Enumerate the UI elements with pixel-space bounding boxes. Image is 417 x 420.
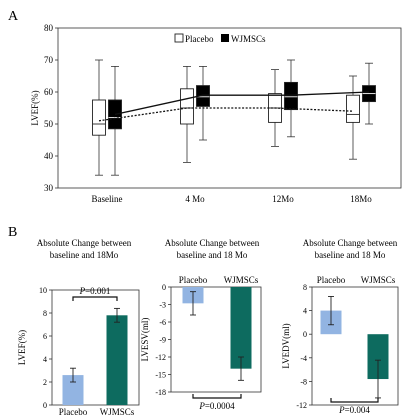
box-wjmscs-3 [362,62,376,125]
significance-bracket [72,296,118,301]
legend: Placebo WJMSCs [174,33,266,44]
box-wjmscs-2 [284,59,298,138]
p-value-text: =0.001 [85,286,110,296]
y-tick-label: 70 [44,55,54,65]
category-label: WJMSCs [361,275,396,285]
mean-line-wjmscs [114,91,370,116]
bar-wjmscs [230,287,252,369]
box-placebo-0 [92,59,106,176]
p-value-symbol: P [338,405,345,415]
box-placebo-1 [180,66,194,163]
legend-swatch-wjmscs [221,34,229,42]
y-tick-label: -6 [159,318,166,327]
legend-label-wjmscs: WJMSCs [231,34,266,44]
panel-b-chart-3: Absolute Change between baseline and 18 M… [281,238,399,415]
y-tick-label: 60 [44,87,54,97]
x-tick-label: 18Mo [350,194,372,204]
chart-title-line: baseline and 18 Mo [315,250,386,260]
y-tick-label: 30 [44,183,54,193]
x-tick-label: 12Mo [272,194,294,204]
plot-frame [57,27,402,189]
box-body [346,94,360,123]
y-tick-label: 10 [39,286,47,295]
p-value-text: =0.0004 [205,401,235,411]
box-body [284,81,298,111]
plot-frame [51,289,140,406]
category-label: Placebo [179,275,208,285]
p-value-annotation: P=0.0004 [198,401,235,411]
chart-title-line: Absolute Change between [303,238,398,248]
y-tick-label: 4 [303,307,307,316]
p-value-annotation: P=0.001 [79,286,111,296]
bar-placebo [62,375,84,405]
y-tick-label: 8 [43,309,47,318]
panel-b-label: B [8,225,17,240]
y-axis-label: LVEF(%) [17,330,27,365]
y-tick-label: -8 [300,377,307,386]
box-wjmscs-1 [196,66,210,141]
box-body [92,99,106,136]
bar-wjmscs [106,315,128,405]
y-axis-label: LVEDV(ml) [281,323,291,368]
mean-line-placebo [98,107,354,122]
panel-b-chart-1: Absolute Change between baseline and 18Mo… [17,238,140,417]
p-value-text: =0.004 [345,405,371,415]
chart-title-line: baseline and 18 Mo [177,250,248,260]
y-tick-label: -4 [300,354,307,363]
y-tick-label: -15 [155,371,166,380]
y-tick-label: 0 [303,330,307,339]
y-tick-label: 40 [44,151,54,161]
y-tick-label: 0 [162,283,166,292]
y-tick-label: 6 [43,332,47,341]
y-axis-label: LVESV(ml) [140,318,150,362]
panel-b-chart-2: Absolute Change between baseline and 18 M… [140,238,262,411]
y-tick-label: 80 [44,23,54,33]
chart-title-line: Absolute Change between [37,238,132,248]
legend-swatch-placebo [174,33,184,43]
y-tick-label: -12 [155,353,166,362]
p-value-symbol: P [79,286,86,296]
y-tick-label: -12 [296,401,307,410]
category-label: Placebo [59,407,88,417]
box-wjmscs-0 [108,66,122,176]
y-tick-label: 4 [43,355,47,364]
y-axis-label: LVEF(%) [30,90,40,125]
p-value-symbol: P [198,401,205,411]
y-tick-label: -9 [159,336,166,345]
category-label: WJMSCs [100,407,135,417]
legend-label-placebo: Placebo [185,34,214,44]
panel-a-label: A [8,9,19,24]
category-label: Placebo [317,275,346,285]
panel-a-chart: 30 40 50 60 70 80 LVEF(%) Baseline 4 Mo 12Mo 18Mo P… [30,23,402,204]
y-tick-label: 50 [44,119,54,129]
x-tick-label: 4 Mo [185,194,205,204]
plot-frame [311,286,399,406]
y-tick-label: -18 [155,388,166,397]
category-label: WJMSCs [224,275,259,285]
chart-title-line: Absolute Change between [165,238,260,248]
y-tick-label: -3 [159,301,166,310]
bar-wjmscs [367,334,389,380]
p-value-annotation: P=0.004 [338,405,370,415]
x-tick-label: Baseline [92,194,123,204]
y-tick-label: 2 [43,378,47,387]
significance-bracket [330,398,379,403]
significance-bracket [192,394,242,399]
y-tick-label: 0 [43,401,47,410]
box-body [180,88,194,125]
y-tick-label: 8 [303,283,307,292]
box-placebo-3 [346,75,360,160]
chart-title-line: baseline and 18Mo [50,250,119,260]
